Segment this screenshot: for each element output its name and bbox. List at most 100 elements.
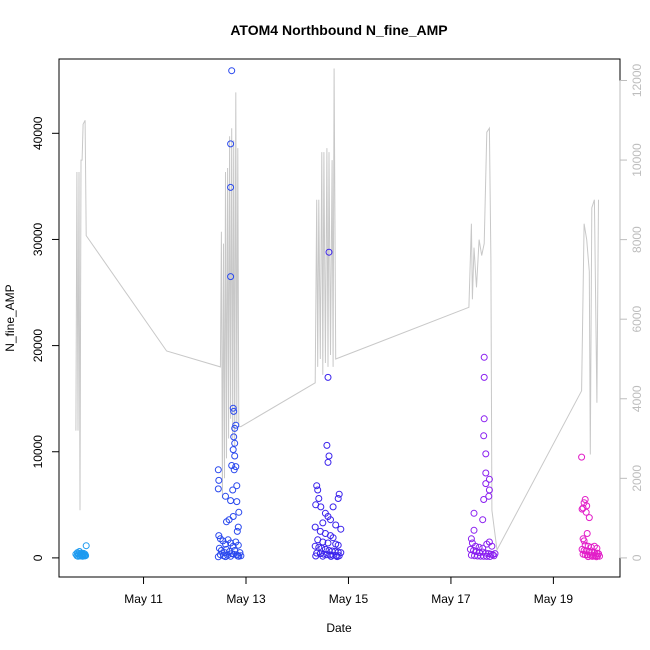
data-point-series-5: [582, 508, 590, 516]
data-point-series-3: [332, 521, 340, 529]
data-point-series-4: [470, 509, 478, 517]
data-point-series-4: [480, 353, 488, 361]
y-tick-label: 30000: [31, 222, 45, 256]
data-point-series-2: [231, 424, 239, 432]
data-point-series-2: [231, 439, 239, 447]
y2-tick-label: 10000: [630, 143, 644, 177]
data-point-series-4: [483, 552, 491, 560]
data-point-series-2: [236, 549, 244, 557]
data-point-series-3: [325, 248, 333, 256]
y2-tick-label: 4000: [630, 385, 644, 412]
data-point-series-3: [311, 542, 319, 550]
data-point-series-4: [480, 415, 488, 423]
data-point-series-4: [491, 550, 499, 558]
data-point-series-2: [229, 404, 237, 412]
data-point-series-4: [485, 475, 493, 483]
data-point-series-3: [315, 495, 323, 502]
x-tick-label: May 19: [534, 592, 574, 606]
data-point-series-4: [480, 432, 488, 440]
data-point-series-2: [214, 485, 222, 493]
secondary-trace-layer: [75, 68, 599, 552]
y-tick-label: 40000: [31, 116, 45, 150]
data-point-series-5: [584, 553, 592, 561]
data-point-series-3: [319, 519, 327, 527]
data-point-series-3: [324, 373, 332, 381]
data-point-series-3: [312, 552, 320, 560]
data-point-series-2: [230, 433, 238, 441]
y2-tick-label: 12000: [630, 63, 644, 97]
data-point-series-2: [214, 466, 222, 474]
data-point-series-4: [479, 516, 487, 524]
data-point-series-2: [233, 482, 241, 490]
data-point-series-5: [588, 552, 596, 560]
data-point-series-3: [337, 525, 345, 533]
data-point-series-2: [235, 552, 243, 560]
y2-tick-label: 0: [630, 554, 644, 561]
x-axis-title: Date: [326, 621, 352, 635]
data-point-series-5: [581, 496, 589, 503]
data-point-series-4: [480, 496, 488, 503]
data-point-series-5: [578, 453, 586, 461]
data-point-series-3: [314, 486, 322, 494]
data-point-series-4: [486, 553, 494, 560]
data-point-series-2: [229, 513, 237, 520]
data-point-series-2: [227, 183, 235, 191]
data-point-series-2: [230, 407, 238, 415]
data-point-series-3: [323, 441, 331, 449]
data-point-series-2: [233, 498, 241, 506]
data-point-series-4: [482, 469, 490, 477]
data-point-series-4: [467, 535, 475, 543]
data-point-series-3: [327, 516, 334, 524]
y-tick-label: 20000: [31, 329, 45, 363]
data-point-series-2: [233, 527, 241, 535]
data-point-series-3: [334, 548, 342, 556]
data-point-series-4: [488, 542, 496, 550]
chart-title: ATOM4 Northbound N_fine_AMP: [230, 22, 447, 38]
data-point-series-4: [472, 542, 479, 550]
data-point-series-3: [324, 458, 332, 466]
data-point-series-2: [215, 476, 223, 484]
data-point-series-2: [228, 67, 236, 75]
data-point-series-3: [334, 541, 342, 549]
data-point-series-2: [214, 553, 222, 561]
data-point-series-2: [231, 452, 239, 460]
data-point-series-2: [230, 466, 238, 474]
data-point-series-3: [324, 539, 332, 547]
points-layer: [72, 67, 603, 561]
data-point-series-3: [311, 523, 319, 531]
data-point-series-2: [235, 508, 243, 516]
data-point-series-1: [82, 542, 90, 550]
x-tick-label: May 15: [329, 592, 369, 606]
data-point-series-3: [332, 552, 340, 560]
y2-tick-label: 8000: [630, 226, 644, 253]
data-point-series-2: [227, 273, 235, 281]
data-point-series-3: [319, 552, 327, 560]
data-point-series-4: [482, 480, 490, 488]
data-point-series-2: [232, 421, 240, 429]
data-point-series-2: [222, 492, 229, 500]
data-point-series-2: [215, 544, 223, 552]
data-point-series-3: [329, 534, 337, 542]
data-point-series-3: [317, 503, 325, 511]
data-point-series-2: [229, 486, 237, 494]
x-tick-label: May 11: [124, 592, 163, 606]
data-point-series-2: [223, 518, 230, 526]
data-point-series-2: [234, 541, 242, 549]
data-point-series-4: [480, 373, 488, 381]
x-tick-label: May 13: [226, 592, 266, 606]
data-point-series-2: [234, 523, 242, 531]
y-tick-label: 0: [31, 554, 45, 561]
data-point-series-3: [333, 553, 341, 561]
data-point-series-5: [592, 553, 600, 561]
data-point-series-2: [222, 553, 229, 561]
data-point-series-3: [329, 503, 337, 511]
data-point-series-1: [82, 552, 90, 560]
data-point-series-2: [227, 497, 235, 505]
data-point-series-3: [313, 482, 321, 490]
data-point-series-3: [334, 495, 342, 502]
y2-tick-label: 2000: [630, 465, 644, 492]
data-point-series-3: [325, 452, 333, 460]
data-point-series-4: [470, 526, 478, 534]
